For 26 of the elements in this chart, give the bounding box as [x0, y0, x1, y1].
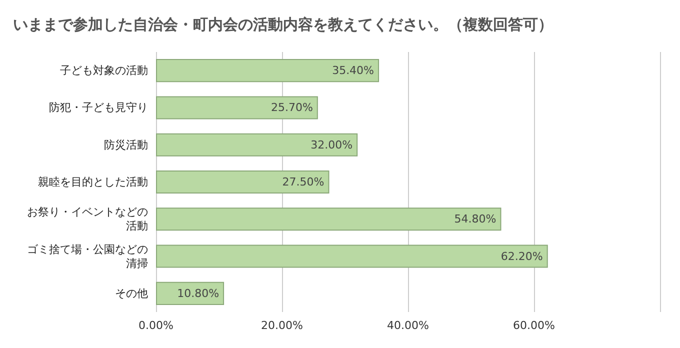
bar — [156, 133, 358, 156]
y-tick-label: お祭り・イベントなどの活動 — [27, 206, 148, 233]
data-label: 35.40% — [332, 64, 374, 78]
data-label: 62.20% — [500, 250, 543, 263]
bar — [156, 244, 548, 268]
bar — [156, 208, 502, 231]
data-label: 54.80% — [454, 212, 496, 226]
x-tick-label: 60.00% — [513, 319, 555, 332]
data-label: 10.80% — [177, 286, 220, 300]
data-label: 25.70% — [270, 101, 313, 114]
bar — [156, 96, 318, 120]
x-tick-label: 0.00% — [138, 319, 174, 332]
y-tick-label: 親睦を目的とした活動 — [38, 176, 148, 188]
y-tick-label: 防犯・子ども見守り — [49, 101, 148, 114]
y-tick-label: ゴミ捨て場・公園などの清掃 — [27, 242, 148, 270]
data-label: 32.00% — [310, 138, 353, 152]
data-label: 27.50% — [282, 176, 324, 188]
y-tick-label: 防災活動 — [104, 138, 148, 152]
chart-title: いままで参加した自治会・町内会の活動内容を教えてください。（複数回答可） — [13, 16, 553, 34]
y-tick-label: その他 — [115, 286, 148, 300]
x-tick-label: 40.00% — [387, 319, 429, 332]
bar — [156, 282, 224, 305]
bar — [156, 170, 330, 194]
y-tick-label: 子ども対象の活動 — [60, 64, 148, 78]
bar — [156, 59, 380, 82]
x-tick-label: 20.00% — [261, 319, 303, 332]
